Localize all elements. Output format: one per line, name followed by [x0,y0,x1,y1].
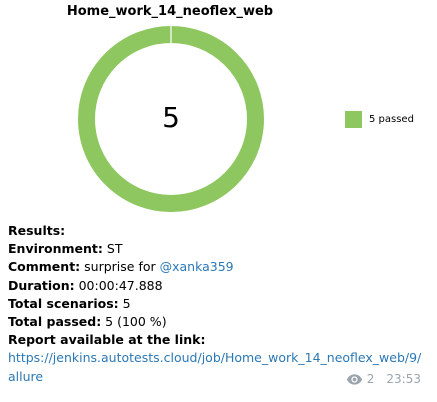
user-mention-link[interactable]: @xanka359 [159,259,234,275]
comment-value: surprise for [80,259,160,275]
comment-label: Comment: [8,259,81,275]
report-link-part1[interactable]: https://jenkins.autotests.cloud/job/Home… [8,350,422,366]
chart-legend: 5 passed [345,111,414,128]
duration-value: 00:00:47.888 [74,277,163,293]
duration-label: Duration: [8,277,75,293]
report-label: Report available at the link: [8,332,206,348]
comment-line: Comment: surprise for @xanka359 [8,258,433,276]
duration-line: Duration: 00:00:47.888 [8,277,433,295]
report-chart: Home_work_14_neoflex_web 5 5 passed [66,4,414,212]
passed-label: Total passed: [8,314,102,330]
report-link[interactable]: https://jenkins.autotests.cloud/job/Home… [8,349,433,367]
environment-value: ST [102,241,123,257]
results-label: Results: [8,223,66,238]
passed-value: 5 (100 %) [101,314,167,330]
scenarios-line: Total scenarios: 5 [8,295,433,313]
message-meta: 2 23:53 [346,372,421,386]
legend-label-passed: 5 passed [369,114,414,125]
chart-title: Home_work_14_neoflex_web [66,4,274,19]
donut-chart: 5 [78,25,264,212]
legend-swatch-passed [345,111,362,128]
chart-center-label: 5 [162,101,180,134]
message-time: 23:53 [386,372,421,386]
view-count: 2 [366,372,375,386]
passed-line: Total passed: 5 (100 %) [8,313,433,331]
scenarios-value: 5 [118,295,131,311]
report-line: Report available at the link: [8,331,433,349]
environment-label: Environment: [8,241,103,257]
report-link-continued[interactable]: allure [8,368,433,386]
environment-line: Environment: ST [8,240,433,258]
eye-icon [346,373,362,385]
report-link-part2[interactable]: allure [8,368,44,384]
scenarios-label: Total scenarios: [8,295,119,311]
results-line: Results: [8,222,433,240]
message-text: Results: Environment: ST Comment: surpri… [8,222,433,386]
